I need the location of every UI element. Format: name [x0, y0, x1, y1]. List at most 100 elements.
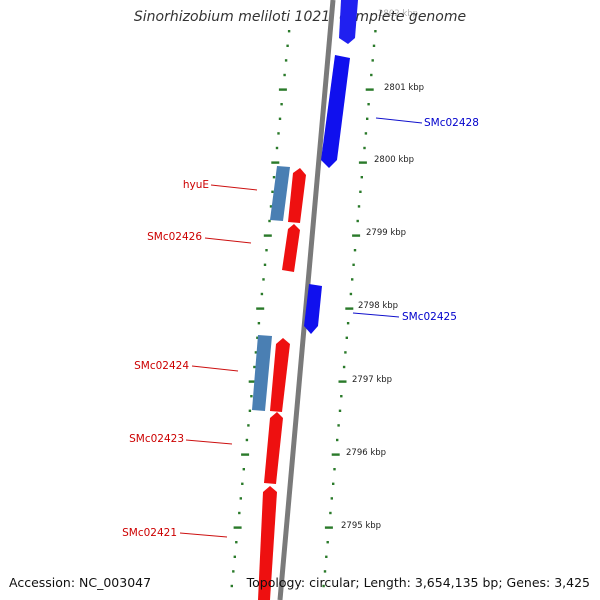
- outer-tick-mark: [360, 176, 363, 179]
- inner-tick-mark: [230, 584, 233, 588]
- label-leader-hyue: [210, 184, 258, 191]
- inner-tick-mark: [286, 44, 289, 47]
- accession-text: Accession: NC_003047: [9, 575, 152, 590]
- scale-label-2801: 2801 kbp: [384, 83, 424, 93]
- outer-tick-mark: [366, 117, 369, 120]
- outer-tick-mark: [342, 365, 346, 369]
- outer-tick-mark: [364, 132, 368, 135]
- inner-tick-mark: [248, 380, 257, 383]
- outer-tick-mark: [358, 161, 367, 164]
- outer-tick-mark: [344, 351, 347, 354]
- inner-tick-mark: [283, 73, 286, 77]
- outer-tick-mark: [345, 307, 354, 310]
- inner-tick-mark: [265, 249, 268, 252]
- outer-tick-mark: [322, 584, 325, 588]
- outer-tick-mark: [372, 44, 376, 47]
- outer-tick-mark: [330, 497, 333, 500]
- inner-tick-mark: [232, 570, 235, 573]
- label-leader-smc02426: [204, 237, 252, 244]
- outer-tick-mark: [351, 278, 354, 281]
- gene-smc02424-pair[interactable]: [252, 335, 272, 411]
- label-smc02424[interactable]: SMc02424: [134, 360, 189, 372]
- outer-tick-mark: [323, 570, 327, 573]
- inner-tick-mark: [253, 365, 256, 369]
- label-smc02426[interactable]: SMc02426: [147, 231, 202, 243]
- scale-label-2799: 2799 kbp: [366, 228, 406, 238]
- scale-label-2795: 2795 kbp: [341, 521, 381, 531]
- inner-tick-mark: [241, 482, 244, 485]
- outer-tick-mark: [331, 453, 340, 456]
- outer-tick-mark: [325, 555, 328, 558]
- label-smc02421[interactable]: SMc02421: [122, 527, 177, 539]
- outer-tick-mark: [359, 190, 362, 193]
- inner-tick-mark: [256, 336, 259, 339]
- outer-tick-mark: [352, 234, 361, 237]
- inner-tick-mark: [268, 219, 271, 223]
- map-title: Sinorhizobium meliloti 1021, complete ge…: [133, 9, 467, 25]
- inner-tick-mark: [245, 438, 249, 442]
- gene-forward[interactable]: [339, 0, 358, 44]
- label-leader-smc02421: [179, 532, 228, 538]
- inner-tick-mark: [238, 511, 241, 515]
- inner-tick-mark: [275, 146, 279, 150]
- label-smc02428[interactable]: SMc02428: [424, 117, 479, 129]
- inner-tick-mark: [277, 132, 280, 135]
- gene-smc02421[interactable]: [258, 486, 277, 600]
- inner-tick-mark: [235, 541, 238, 544]
- inner-tick-mark: [254, 351, 258, 354]
- inner-tick-mark: [233, 526, 242, 529]
- inner-tick-mark: [250, 395, 253, 398]
- outer-tick-mark: [332, 482, 335, 485]
- gene-smc02425[interactable]: [304, 284, 322, 334]
- outer-tick-mark: [367, 103, 370, 106]
- label-smc02423[interactable]: SMc02423: [129, 433, 184, 445]
- scale-label-2798: 2798 kbp: [358, 301, 398, 311]
- gene-hyue-pair[interactable]: [270, 166, 290, 221]
- outer-tick-mark: [324, 526, 333, 529]
- inner-tick-track: [230, 30, 291, 588]
- inner-tick-mark: [287, 30, 291, 33]
- outer-tick-mark: [357, 205, 361, 208]
- gene-hyue[interactable]: [288, 168, 306, 223]
- inner-tick-mark: [260, 292, 264, 296]
- label-hyue[interactable]: hyuE: [183, 179, 209, 191]
- genome-backbone: [277, 0, 336, 600]
- inner-tick-mark: [257, 322, 261, 325]
- label-smc02425[interactable]: SMc02425: [402, 311, 457, 323]
- inner-tick-mark: [242, 468, 245, 471]
- label-leader-smc02423: [185, 439, 233, 445]
- label-leader-smc02428: [375, 117, 423, 124]
- scale-labels: 2802 kbp 2801 kbp 2800 kbp 2799 kbp 2798…: [341, 9, 424, 531]
- label-leader-smc02424: [191, 365, 239, 372]
- inner-tick-mark: [272, 176, 276, 179]
- scale-label-2796: 2796 kbp: [346, 448, 386, 458]
- outer-tick-mark: [346, 322, 350, 325]
- gene-smc02426[interactable]: [282, 224, 300, 272]
- outer-tick-mark: [338, 380, 347, 383]
- outer-tick-mark: [338, 409, 342, 412]
- inner-tick-mark: [269, 205, 273, 208]
- outer-tick-mark: [371, 59, 374, 62]
- inner-tick-mark: [263, 234, 272, 237]
- genome-summary-text: Topology: circular; Length: 3,654,135 bp…: [246, 575, 590, 590]
- inner-tick-mark: [278, 88, 287, 91]
- outer-tick-mark: [345, 336, 348, 339]
- gene-smc02428[interactable]: [321, 55, 350, 168]
- outer-tick-mark: [352, 263, 355, 266]
- outer-tick-mark: [363, 146, 366, 150]
- inner-tick-mark: [284, 59, 288, 62]
- gene-smc02423[interactable]: [264, 412, 283, 484]
- inner-tick-mark: [241, 453, 250, 456]
- inner-tick-mark: [239, 497, 242, 500]
- outer-tick-mark: [329, 511, 332, 515]
- inner-tick-mark: [247, 424, 250, 427]
- outer-tick-mark: [370, 73, 373, 77]
- outer-tick-mark: [336, 438, 339, 442]
- outer-tick-mark: [349, 292, 353, 296]
- gene-smc02424[interactable]: [270, 338, 290, 412]
- inner-tick-mark: [248, 409, 252, 412]
- scale-label-2800: 2800 kbp: [374, 155, 414, 165]
- inner-tick-mark: [262, 278, 265, 281]
- inner-tick-mark: [263, 263, 267, 266]
